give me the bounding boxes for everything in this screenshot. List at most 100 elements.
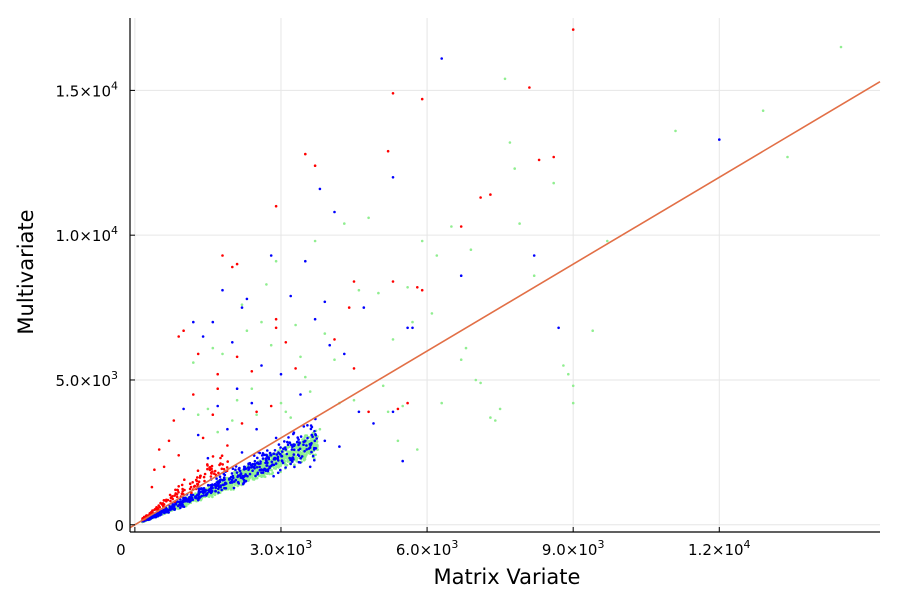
- data-point-1-11: [310, 450, 313, 454]
- data-point-1-503: [179, 504, 183, 507]
- data-point-1-484: [297, 438, 300, 441]
- data-point-1-421: [292, 443, 296, 446]
- data-point-1-158: [298, 447, 302, 451]
- data-point-1-490: [185, 497, 188, 501]
- data-point-1-514: [246, 466, 250, 469]
- data-point-1-556: [338, 445, 341, 448]
- data-point-1-180: [217, 491, 220, 494]
- data-point-0-1835: [343, 222, 346, 225]
- data-point-0-1325: [257, 474, 261, 478]
- data-point-2-101: [176, 488, 179, 492]
- data-point-0-1863: [469, 248, 473, 251]
- x-tick-label-4: 1.2×104: [688, 538, 751, 559]
- data-point-0-1839: [308, 390, 312, 393]
- data-point-1-301: [299, 456, 303, 460]
- data-point-0-1802: [786, 155, 789, 159]
- data-point-1-508: [276, 455, 280, 459]
- data-point-0-1854: [221, 352, 224, 356]
- data-point-2-155: [196, 352, 200, 356]
- data-point-1-338: [213, 483, 217, 487]
- data-point-1-486: [158, 512, 162, 516]
- data-point-1-300: [242, 465, 246, 469]
- data-point-1-424: [223, 478, 226, 481]
- data-point-0-1800: [839, 45, 843, 49]
- data-point-1-233: [256, 461, 260, 464]
- data-point-1-431: [267, 456, 271, 459]
- data-point-2-30: [195, 479, 199, 483]
- reference-line-group: [129, 81, 881, 529]
- x-tick-label-3: 9.0×103: [542, 538, 605, 559]
- data-point-1-479: [166, 508, 170, 512]
- data-point-2-131: [528, 86, 531, 89]
- data-point-1-528: [318, 187, 322, 191]
- data-point-1-472: [251, 469, 254, 473]
- data-point-1-444: [243, 480, 246, 484]
- data-point-1-459: [199, 495, 202, 499]
- data-point-2-27: [159, 501, 162, 505]
- data-point-1-397: [224, 481, 227, 485]
- data-point-2-18: [165, 498, 168, 502]
- data-point-2-130: [571, 28, 575, 31]
- data-point-2-142: [459, 225, 463, 228]
- data-point-0-1818: [479, 381, 482, 385]
- data-point-0-1837: [323, 332, 327, 335]
- data-point-2-111: [209, 475, 213, 478]
- data-point-1-347: [268, 465, 271, 469]
- data-point-1-432: [280, 450, 284, 453]
- data-point-2-159: [333, 338, 336, 341]
- data-point-0-1814: [503, 77, 507, 81]
- data-point-0-1864: [489, 416, 492, 419]
- data-point-0-1867: [396, 439, 400, 443]
- x-tick-label-0: 0: [116, 541, 126, 559]
- data-point-2-137: [537, 158, 541, 162]
- data-point-1-561: [196, 433, 200, 437]
- data-point-1-147: [296, 436, 300, 439]
- data-point-0-1856: [211, 346, 215, 350]
- data-point-2-65: [197, 480, 201, 484]
- data-point-0-972: [268, 472, 271, 476]
- data-point-2-72: [221, 463, 224, 466]
- data-point-1-488: [311, 454, 315, 458]
- data-point-1-536: [240, 306, 244, 309]
- data-point-1-483: [283, 440, 286, 443]
- data-point-2-160: [352, 367, 356, 370]
- data-point-0-1844: [279, 401, 283, 405]
- data-point-2-96: [171, 497, 174, 501]
- data-point-1-463: [265, 464, 269, 467]
- data-point-1-272: [219, 478, 222, 481]
- data-point-0-1834: [357, 288, 361, 292]
- data-point-1-391: [195, 496, 198, 500]
- data-point-0-1820: [464, 346, 468, 350]
- data-point-1-530: [304, 259, 307, 263]
- data-point-1-398: [259, 468, 263, 472]
- data-point-1-565: [308, 465, 312, 469]
- data-point-0-1808: [567, 372, 570, 376]
- data-point-1-345: [272, 474, 275, 478]
- data-point-2-171: [150, 485, 154, 489]
- data-point-1-521: [718, 138, 721, 141]
- data-point-1-392: [314, 433, 317, 436]
- data-point-2-124: [192, 485, 196, 488]
- data-point-1-520: [440, 57, 444, 60]
- data-point-0-1842: [289, 416, 293, 419]
- data-point-1-419: [306, 424, 309, 427]
- data-point-0-1852: [235, 398, 239, 402]
- data-point-0-1277: [262, 475, 265, 478]
- data-point-1-545: [343, 352, 346, 356]
- data-point-1-214: [311, 435, 314, 439]
- data-point-1-532: [323, 300, 327, 304]
- data-point-0-1074: [284, 463, 287, 466]
- data-point-2-170: [153, 468, 156, 472]
- data-point-1-303: [303, 449, 306, 453]
- data-point-1-527: [411, 326, 414, 330]
- data-point-2-70: [217, 471, 220, 475]
- data-point-0-1823: [435, 254, 439, 257]
- data-point-2-22: [188, 482, 192, 486]
- data-point-1-515: [153, 514, 156, 518]
- data-point-1-44: [253, 459, 257, 463]
- data-point-2-147: [416, 286, 419, 289]
- data-point-0-1806: [571, 401, 575, 405]
- data-point-1-529: [333, 210, 336, 214]
- data-point-1-187: [292, 448, 296, 452]
- data-point-2-123: [144, 514, 148, 517]
